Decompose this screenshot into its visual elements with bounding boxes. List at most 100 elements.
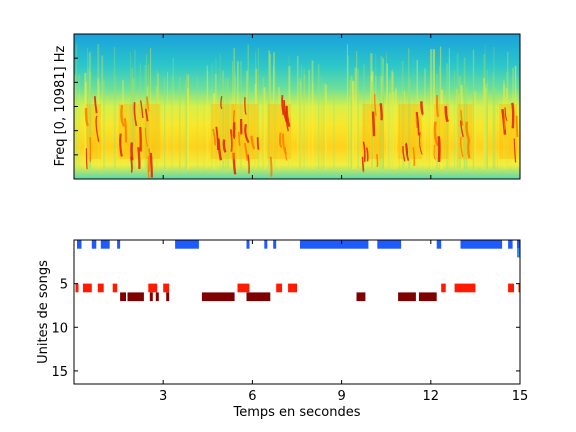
spectrogram-streak (232, 61, 233, 170)
spectrogram-energy-stroke (285, 105, 291, 128)
spectrogram-energy-stroke (467, 140, 471, 159)
spectrogram-streak (179, 77, 181, 169)
spectrogram-energy-stroke (460, 120, 464, 137)
spectrogram-streak (403, 90, 405, 169)
unit-segment (163, 283, 170, 293)
spectrogram-streak (430, 49, 433, 170)
spectrogram-streak (308, 69, 310, 169)
unit-segment (300, 240, 369, 249)
spectrogram-streak (144, 65, 147, 169)
units-ylabel: Unites de songs (36, 260, 51, 364)
spectrogram-streak (74, 90, 76, 169)
spectrogram-energy-stroke (460, 136, 464, 158)
spectrogram-energy-stroke (232, 122, 237, 140)
spectrogram-streak (505, 88, 508, 169)
spectrogram-energy-stroke (405, 144, 410, 162)
spectrogram-streak (235, 76, 237, 169)
spectrogram-streak (103, 80, 105, 169)
spectrogram-streak (484, 44, 486, 169)
spectrogram-streak (311, 60, 314, 169)
unit-segment (436, 240, 442, 249)
spectrogram-energy-stroke (133, 102, 138, 127)
spectrogram-streak (463, 57, 466, 169)
spectrogram-streak (227, 78, 229, 169)
spectrogram-streak (203, 93, 205, 169)
unit-segment (149, 292, 153, 302)
spectrogram-streak (196, 77, 198, 169)
spectrogram-streak (79, 93, 81, 169)
spectrogram-streak (472, 49, 475, 169)
spectrogram-streak (278, 87, 280, 169)
spectrogram-energy-stroke (256, 137, 260, 150)
spectrogram-energy-stroke (402, 145, 406, 162)
spectrogram-streak (352, 81, 354, 169)
units-ticks: 3 6 9 12 15 5 10 15 (51, 240, 528, 404)
unit-segment (155, 292, 159, 302)
spectrogram-streak (454, 70, 455, 169)
units-ytick-label: 10 (51, 321, 68, 336)
spectrogram-streak (324, 84, 327, 169)
spectrogram-streak (288, 66, 291, 169)
units-xlabel: Temps en secondes (232, 405, 360, 420)
spectrogram-streak (187, 74, 189, 169)
unit-segment (127, 292, 144, 302)
spectrogram-energy-stroke (444, 106, 449, 123)
units-ytick-label: 5 (60, 278, 68, 293)
unit-segment (75, 283, 79, 293)
spectrogram-streak (262, 77, 265, 169)
spectrogram-streak (246, 68, 248, 169)
spectrogram-energy-stroke (419, 132, 423, 155)
spectrogram-streak (215, 58, 217, 169)
units-frame (73, 239, 521, 385)
spectrogram-energy-stroke (215, 126, 219, 151)
spectrogram-streak (387, 80, 389, 169)
spectrogram-streak (356, 51, 358, 170)
spectrogram-energy-stroke (120, 104, 126, 127)
spectrogram-streak (300, 81, 302, 169)
spectrogram-streak (131, 67, 133, 169)
spectrogram-energy-stroke (433, 121, 440, 147)
unit-segment (441, 283, 446, 293)
spectrogram-streak (215, 74, 217, 169)
spectrogram-energy-stroke (366, 147, 369, 162)
spectrogram-energy-region (145, 104, 161, 159)
unit-segment (454, 283, 476, 293)
spectrogram-streak (219, 54, 221, 169)
spectrogram-energy-stroke (95, 115, 100, 142)
spectrogram-streak (97, 44, 100, 169)
spectrogram-energy-stroke (147, 156, 150, 179)
spectrogram-streak (492, 72, 495, 169)
spectrogram-streak (507, 51, 509, 170)
spectrogram-streak (296, 56, 299, 170)
spectrogram-streak (428, 85, 430, 169)
spectrogram-streak (363, 64, 365, 169)
spectrogram-energy-stroke (362, 141, 366, 162)
spectrogram-energy-stroke (379, 103, 383, 121)
spectrogram-streak (392, 91, 395, 169)
spectrogram-streak (312, 82, 314, 169)
spectrogram-streak (358, 90, 359, 169)
spectrogram-streak (371, 80, 373, 169)
spectrogram-streak (247, 44, 249, 169)
spectrogram-streak (132, 78, 135, 169)
spectrogram-energy-stroke (501, 109, 507, 135)
spectrogram-streak (391, 70, 393, 169)
spectrogram-streak (493, 47, 495, 169)
spectrogram-streak (273, 65, 274, 169)
spectrogram-streak (254, 83, 257, 169)
spectrogram-streak (114, 75, 116, 169)
unit-segment (356, 292, 366, 302)
spectrogram-energy-stroke (511, 102, 515, 129)
spectrogram-streak (211, 63, 213, 169)
unit-segment (518, 283, 520, 293)
units-xtick-label: 3 (159, 389, 167, 404)
spectrogram-streak (206, 65, 208, 169)
spectrogram-energy-stroke (144, 127, 149, 147)
unit-segment (246, 292, 271, 302)
spectrogram-energy-stroke (504, 107, 508, 121)
spectrogram-streak (456, 84, 458, 169)
spectrogram-streak (303, 68, 305, 169)
spectrogram-energy-stroke (420, 101, 425, 116)
spectrogram-streak (299, 78, 302, 169)
